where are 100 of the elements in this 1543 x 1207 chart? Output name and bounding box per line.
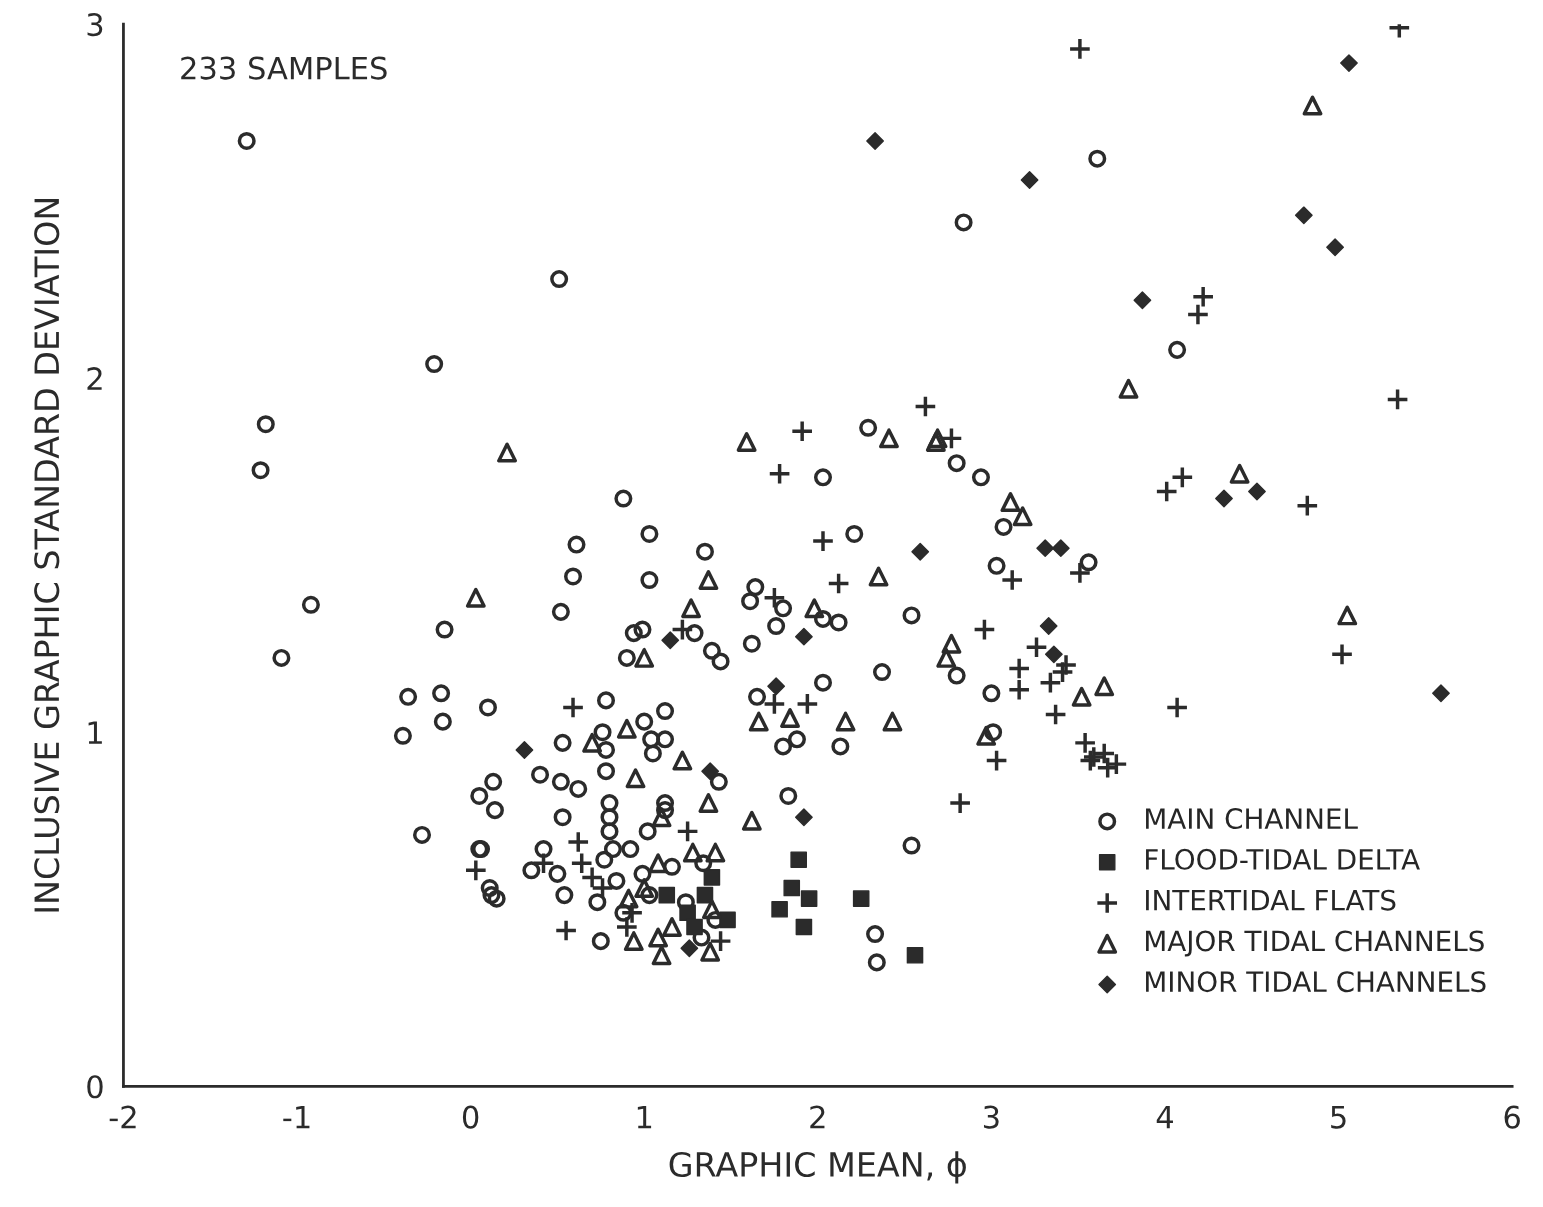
point <box>590 876 615 900</box>
point <box>719 911 736 929</box>
point <box>1302 95 1323 116</box>
point <box>615 915 639 939</box>
point <box>1007 678 1031 702</box>
point <box>701 899 722 920</box>
point <box>794 808 813 827</box>
point <box>1054 653 1078 677</box>
point <box>780 708 800 729</box>
point <box>623 931 644 952</box>
point <box>680 939 699 958</box>
point <box>879 428 899 449</box>
point <box>464 858 488 882</box>
point <box>701 762 720 781</box>
point <box>1073 731 1097 755</box>
point <box>618 888 639 909</box>
point <box>1044 702 1068 727</box>
point <box>748 711 769 732</box>
x-tick-label: -2 <box>109 1105 136 1129</box>
point <box>771 900 788 918</box>
point <box>941 633 962 654</box>
point <box>1294 206 1313 225</box>
point <box>1330 642 1354 666</box>
point <box>1000 492 1021 513</box>
point <box>1068 561 1092 585</box>
point <box>1295 494 1319 518</box>
point <box>1386 387 1410 411</box>
point <box>736 431 757 452</box>
point <box>794 627 813 646</box>
point <box>1051 539 1070 558</box>
point <box>827 571 851 596</box>
point <box>1340 54 1358 72</box>
point <box>566 830 590 854</box>
point <box>972 618 996 642</box>
point <box>582 732 603 753</box>
point <box>741 810 762 831</box>
x-tick-label: -1 <box>283 1105 310 1129</box>
point <box>1071 686 1092 707</box>
point <box>1039 617 1058 635</box>
point <box>790 851 807 869</box>
point <box>634 878 655 898</box>
point <box>1215 489 1233 508</box>
point <box>672 750 693 771</box>
point <box>1000 568 1024 592</box>
point <box>648 927 669 948</box>
point <box>625 768 646 789</box>
point <box>662 917 682 937</box>
point <box>866 132 884 150</box>
point <box>531 851 556 875</box>
point <box>698 570 719 590</box>
point <box>676 819 700 843</box>
point <box>1044 645 1063 664</box>
annotation: 233 SAMPLES <box>181 56 387 80</box>
legend-label: FLOOD-TIDAL DELTA <box>1146 848 1420 870</box>
y-tick-label: 1 <box>88 721 102 744</box>
point <box>1068 37 1092 61</box>
point <box>800 890 818 907</box>
point <box>700 941 721 962</box>
point <box>835 711 856 732</box>
point <box>804 598 825 619</box>
point <box>698 793 719 814</box>
point <box>1248 482 1266 501</box>
point <box>852 890 870 907</box>
legend-label: MINOR TIDAL CHANNELS <box>1146 971 1486 993</box>
point <box>670 618 694 642</box>
point <box>790 419 814 443</box>
point <box>658 886 676 904</box>
point <box>682 842 703 863</box>
point <box>1094 676 1115 697</box>
point <box>1036 539 1055 558</box>
x-tick-label: 5 <box>1331 1105 1346 1129</box>
point <box>1024 635 1049 659</box>
x-axis-title: GRAPHIC MEAN, ϕ <box>669 1151 966 1184</box>
x-tick-label: 0 <box>462 1105 479 1129</box>
point <box>651 807 672 828</box>
point <box>561 695 585 720</box>
point <box>1165 695 1189 720</box>
point <box>703 869 721 886</box>
y-tick-label: 0 <box>87 1075 103 1099</box>
point <box>620 901 644 925</box>
point <box>762 586 786 610</box>
x-tick-label: 1 <box>637 1105 652 1129</box>
point <box>767 677 786 696</box>
y-tick-label: 2 <box>87 367 102 390</box>
point <box>515 741 534 759</box>
point <box>911 542 930 561</box>
point <box>1432 684 1450 703</box>
point <box>948 791 972 815</box>
point <box>1007 656 1031 681</box>
point <box>868 566 889 587</box>
point <box>570 851 594 875</box>
y-axis-title: INCLUSIVE GRAPHIC STANDARD DEVIATION <box>34 198 60 912</box>
point <box>1229 463 1250 484</box>
point <box>976 725 997 746</box>
point <box>1020 171 1039 189</box>
point <box>1155 479 1179 504</box>
x-tick-label: 3 <box>983 1105 999 1129</box>
point <box>686 918 703 936</box>
x-tick-label: 2 <box>810 1105 825 1129</box>
point <box>681 598 702 619</box>
